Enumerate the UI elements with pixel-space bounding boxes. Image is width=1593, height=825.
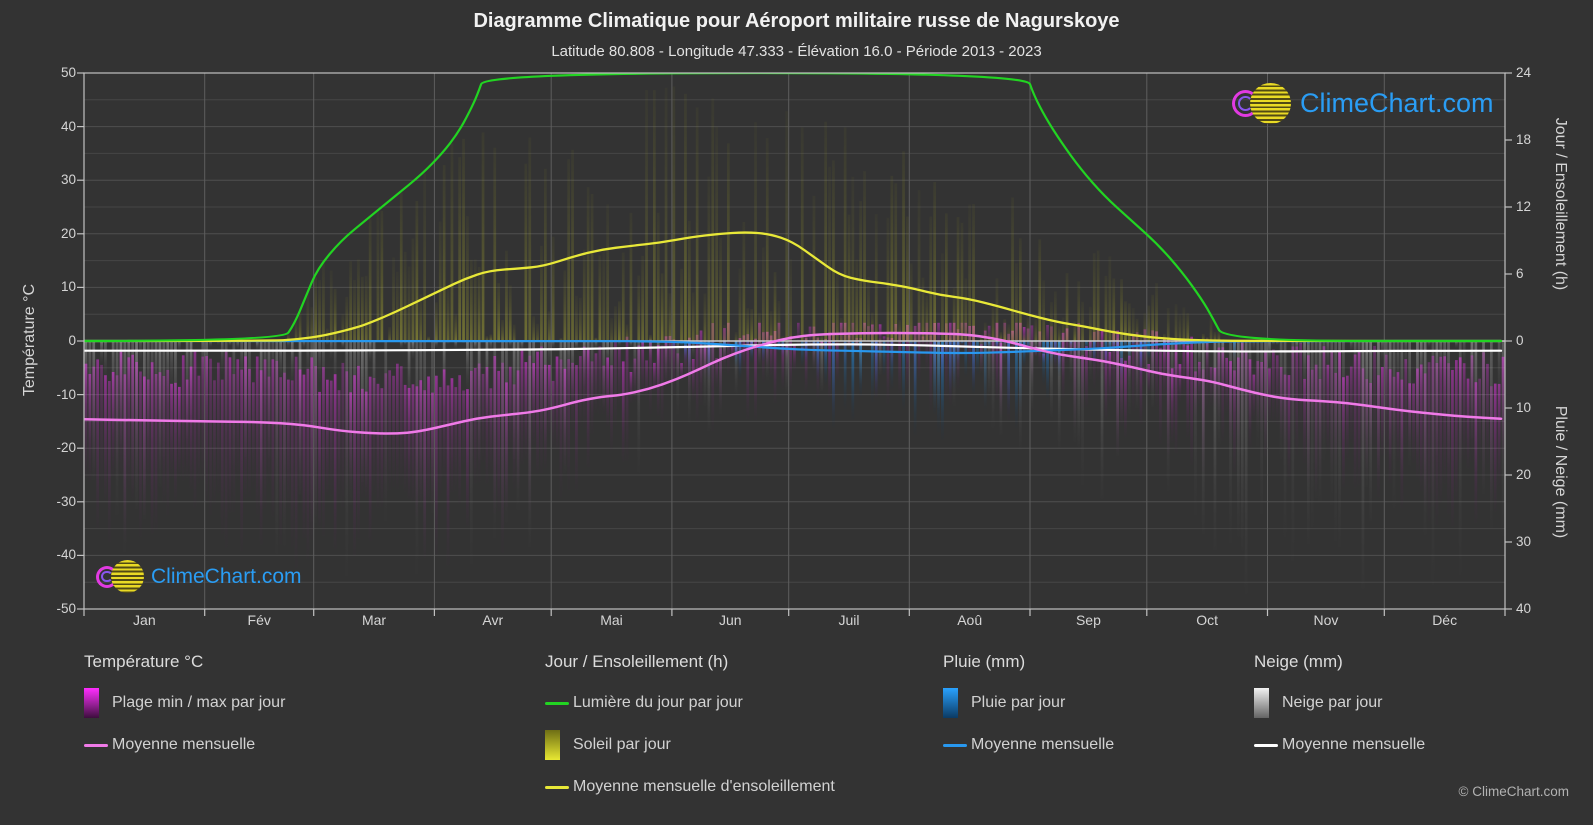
legend-item-label: Moyenne mensuelle d'ensoleillement: [573, 778, 835, 795]
climechart-sun-icon: [1250, 83, 1291, 124]
legend-item-label: Moyenne mensuelle: [1282, 736, 1426, 753]
legend-item: Moyenne mensuelle d'ensoleillement: [545, 772, 835, 802]
watermark-logo-bottom-left: ClimeChart.com: [96, 560, 302, 593]
left-axis-tick-label: 0: [68, 333, 76, 348]
right-axis-hours-tick-label: 0: [1516, 333, 1524, 348]
grad-magenta-swatch-icon: [84, 688, 112, 718]
x-axis-month-label: Mai: [600, 612, 623, 628]
chart-subtitle: Latitude 80.808 - Longitude 47.333 - Élé…: [551, 43, 1042, 60]
right-axis-hours-tick-label: 6: [1516, 266, 1524, 281]
legend-column: Jour / Ensoleillement (h) Lumière du jour…: [545, 652, 835, 802]
legend-column-title: Pluie (mm): [943, 652, 1026, 671]
grad-snow-swatch-icon: [1254, 688, 1282, 718]
x-axis-month-label: Avr: [482, 612, 504, 628]
x-axis-month-label: Juil: [838, 612, 860, 628]
climechart-ring-icon: [1232, 90, 1259, 117]
legend-item-label: Neige par jour: [1282, 694, 1383, 711]
legend-item: Moyenne mensuelle: [943, 730, 1114, 760]
left-axis-tick-label: 10: [60, 279, 76, 295]
x-axis-month-label: Mar: [361, 612, 387, 628]
x-axis-month-label: Sep: [1075, 612, 1101, 628]
line-green-swatch-icon: [545, 701, 573, 705]
page-title: Diagramme Climatique pour Aéroport milit…: [473, 10, 1120, 32]
legend-item: Neige par jour: [1254, 688, 1425, 718]
legend-item-label: Moyenne mensuelle: [971, 736, 1115, 753]
climechart-ring-icon: [96, 565, 118, 588]
legend-item-label: Moyenne mensuelle: [112, 736, 256, 753]
legend-column: Neige (mm) Neige par jour Moyenne mensuell…: [1254, 652, 1425, 760]
legend-column: Pluie (mm) Pluie par jour Moyenne mensuell…: [943, 652, 1114, 760]
legend-column-title: Neige (mm): [1254, 652, 1343, 671]
left-axis-tick-label: 30: [60, 172, 76, 188]
right-axis-hours-tick-label: 24: [1516, 65, 1532, 80]
right-axis-hours-tick-label: 12: [1516, 199, 1532, 214]
x-axis-month-label: Jan: [133, 612, 156, 628]
left-axis-tick-label: 50: [60, 65, 76, 80]
left-axis-tick-label: -30: [56, 493, 76, 509]
legend-item: Moyenne mensuelle: [84, 730, 285, 760]
left-axis-tick-label: -20: [56, 440, 76, 456]
right-axis-mm-tick-label: 40: [1516, 601, 1532, 616]
line-blue-swatch-icon: [943, 743, 971, 747]
grad-blue-swatch-icon: [943, 688, 971, 718]
legend-item-label: Soleil par jour: [573, 736, 671, 753]
x-axis-month-label: Aoû: [957, 612, 983, 628]
right-axis-mm-tick-label: 20: [1516, 467, 1532, 482]
legend-item-label: Pluie par jour: [971, 694, 1066, 711]
legend-column-title: Température °C: [84, 652, 204, 671]
watermark-text: ClimeChart.com: [151, 564, 302, 588]
left-axis-tick-label: -40: [56, 547, 76, 563]
right-axis-hours-tick-label: 18: [1516, 132, 1532, 147]
right-axis-mm-tick-label: 10: [1516, 400, 1532, 415]
left-axis-tick-label: 40: [60, 118, 76, 134]
x-axis-month-label: Fév: [247, 612, 271, 628]
grad-yellow-swatch-icon: [545, 730, 573, 760]
line-snow-swatch-icon: [1254, 743, 1282, 747]
legend-column-title: Jour / Ensoleillement (h): [545, 652, 729, 671]
legend-item: Pluie par jour: [943, 688, 1114, 718]
legend-item-label: Lumière du jour par jour: [573, 694, 743, 711]
left-axis-tick-label: -50: [56, 601, 76, 616]
legend-item: Moyenne mensuelle: [1254, 730, 1425, 760]
left-axis-tick-label: 20: [60, 225, 76, 241]
x-axis-month-label: Jun: [718, 612, 742, 628]
x-axis-month-label: Oct: [1196, 612, 1219, 628]
left-axis-tick-label: -10: [56, 386, 76, 402]
line-magenta-swatch-icon: [84, 743, 112, 747]
x-axis-month-label: Déc: [1432, 612, 1458, 628]
right-axis-mm-tick-label: 30: [1516, 534, 1532, 549]
legend-column: Température °C Plage min / max par jour Mo…: [84, 652, 285, 760]
climechart-sun-icon: [111, 560, 144, 593]
x-axis-month-label: Nov: [1313, 612, 1339, 628]
watermark-logo-top-right: ClimeChart.com: [1232, 83, 1494, 124]
legend-item: Soleil par jour: [545, 730, 835, 760]
line-yellow-swatch-icon: [545, 785, 573, 789]
copyright-text: © ClimeChart.com: [1458, 784, 1569, 799]
legend-item: Plage min / max par jour: [84, 688, 285, 718]
legend-item-label: Plage min / max par jour: [112, 694, 286, 711]
legend-item: Lumière du jour par jour: [545, 688, 835, 718]
watermark-text: ClimeChart.com: [1300, 88, 1494, 118]
